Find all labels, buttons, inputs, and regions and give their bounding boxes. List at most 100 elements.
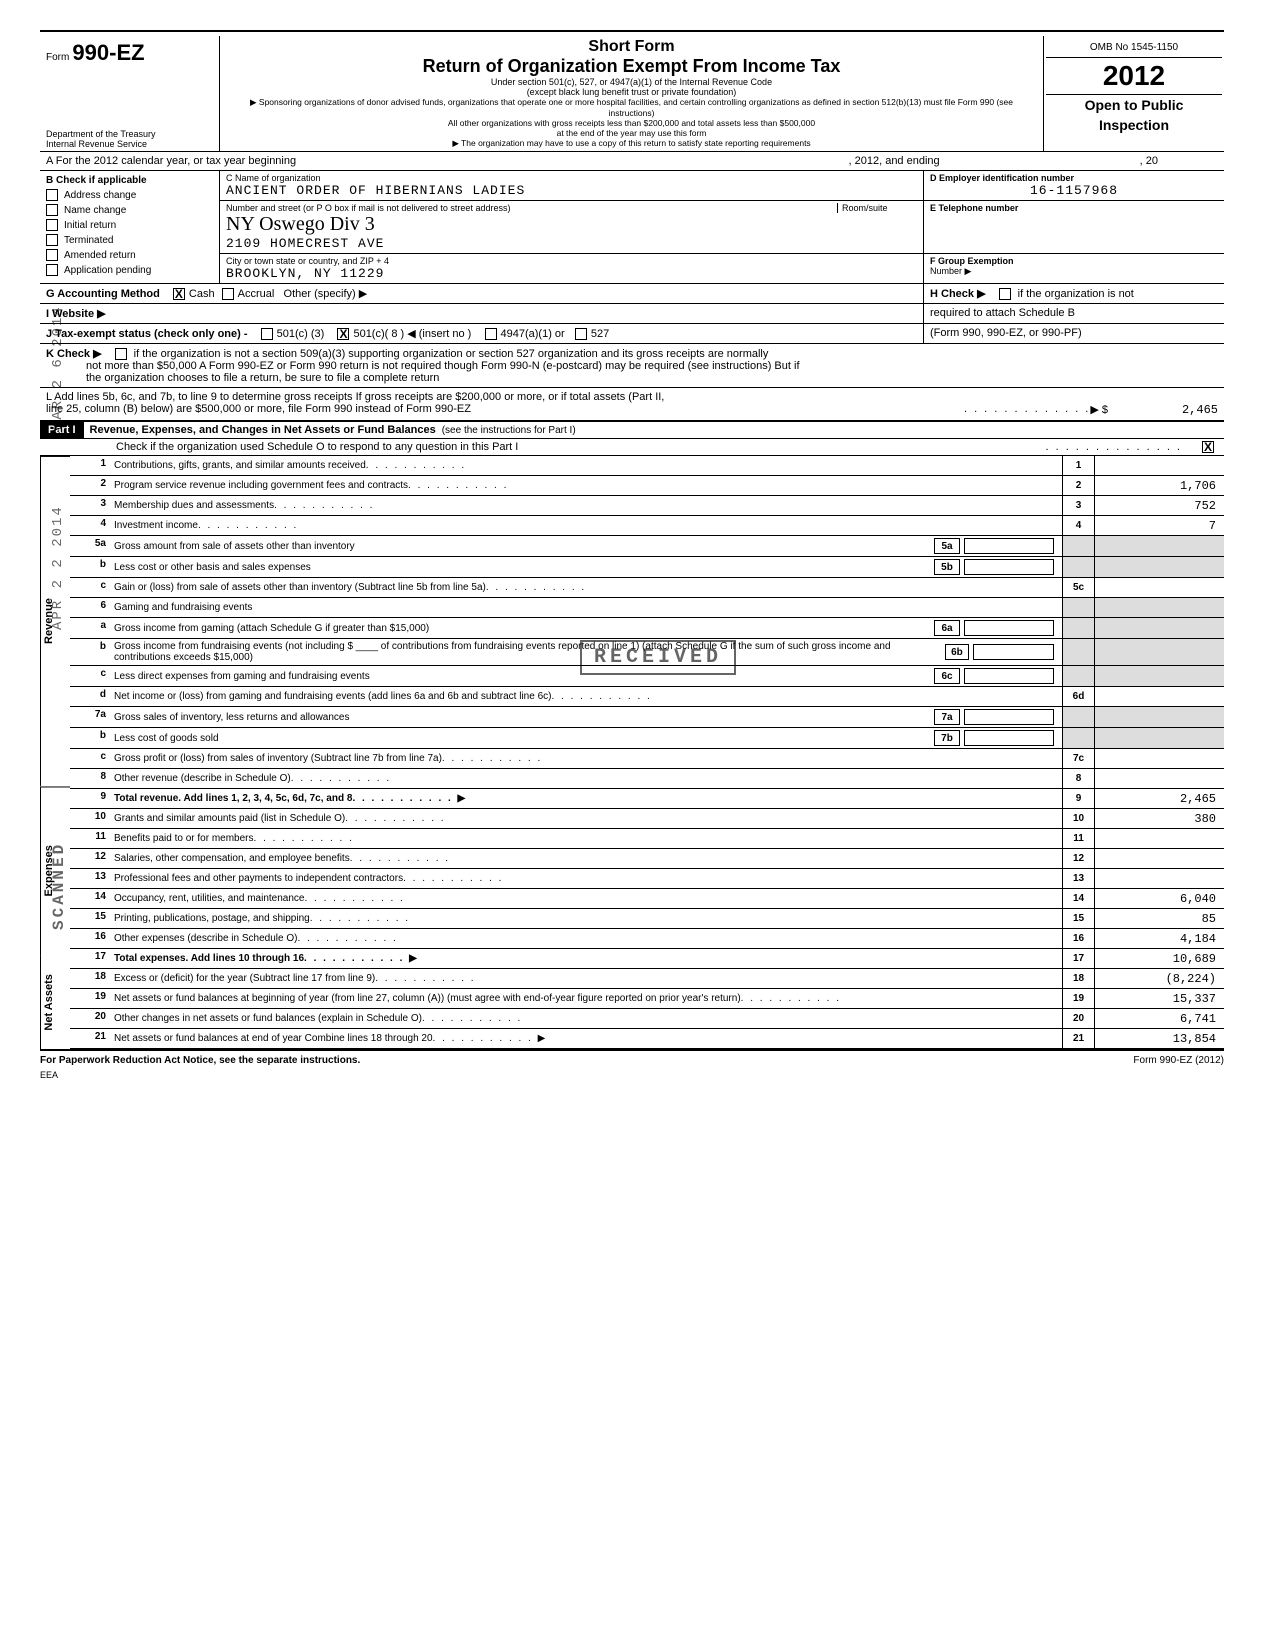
line-number: b — [70, 557, 110, 577]
h-cell: H Check ▶ if the organization is not — [924, 284, 1224, 303]
h-text2: required to attach Schedule B — [924, 304, 1224, 323]
city-value: BROOKLYN, NY 11229 — [226, 266, 917, 281]
line-number: 2 — [70, 476, 110, 495]
line-description: Occupancy, rent, utilities, and maintena… — [110, 889, 1062, 908]
line-amount: 6,040 — [1094, 889, 1224, 908]
line-row: 20Other changes in net assets or fund ba… — [70, 1009, 1224, 1029]
part1-title: Revenue, Expenses, and Changes in Net As… — [84, 422, 442, 438]
line-row: cGain or (loss) from sale of assets othe… — [70, 578, 1224, 598]
schedule-o-row: Check if the organization used Schedule … — [40, 439, 1224, 456]
side-revenue: Revenue — [40, 456, 70, 786]
chk-h[interactable] — [999, 288, 1011, 300]
org-name: ANCIENT ORDER OF HIBERNIANS LADIES — [226, 183, 917, 198]
line-number: a — [70, 618, 110, 638]
line-box-number: 10 — [1062, 809, 1094, 828]
line-amount-shade — [1094, 728, 1224, 748]
row-a-begin: A For the 2012 calendar year, or tax yea… — [46, 155, 296, 167]
line-box-number: 1 — [1062, 456, 1094, 475]
chk-accrual[interactable] — [222, 288, 234, 300]
group-label: F Group Exemption — [930, 256, 1218, 266]
footer-paperwork: For Paperwork Reduction Act Notice, see … — [40, 1055, 1133, 1066]
chk-4947[interactable] — [485, 328, 497, 340]
line-description: Less cost or other basis and sales expen… — [110, 557, 1062, 577]
line-box-number: 6d — [1062, 687, 1094, 706]
line-row: 3Membership dues and assessments . . . .… — [70, 496, 1224, 516]
line-box-number: 4 — [1062, 516, 1094, 535]
footer: For Paperwork Reduction Act Notice, see … — [40, 1051, 1224, 1070]
line-row: 10Grants and similar amounts paid (list … — [70, 809, 1224, 829]
accounting-method: G Accounting Method Cash Accrual Other (… — [40, 284, 924, 303]
chk-527[interactable] — [575, 328, 587, 340]
row-a-tax-year: A For the 2012 calendar year, or tax yea… — [40, 152, 1224, 171]
line-box-number: 19 — [1062, 989, 1094, 1008]
line-amount: 15,337 — [1094, 989, 1224, 1008]
chk-address-change[interactable]: Address change — [46, 189, 213, 201]
line-row: 13Professional fees and other payments t… — [70, 869, 1224, 889]
line-row: 15Printing, publications, postage, and s… — [70, 909, 1224, 929]
chk-501c[interactable] — [337, 328, 349, 340]
chk-501c3[interactable] — [261, 328, 273, 340]
subtitle-except: (except black lung benefit trust or priv… — [228, 87, 1035, 97]
line-description: Membership dues and assessments . . . . … — [110, 496, 1062, 515]
chk-k[interactable] — [115, 348, 127, 360]
line-box-number: 16 — [1062, 929, 1094, 948]
line-amount: 13,854 — [1094, 1029, 1224, 1048]
l-arrow: ▶ $ — [1090, 403, 1108, 417]
line-amount: 7 — [1094, 516, 1224, 535]
chk-initial-return[interactable]: Initial return — [46, 219, 213, 231]
chk-schedule-o[interactable] — [1202, 441, 1214, 453]
line-description: Salaries, other compensation, and employ… — [110, 849, 1062, 868]
dept-block: Department of the Treasury Internal Reve… — [46, 129, 156, 149]
line-description: Less cost of goods sold7b — [110, 728, 1062, 748]
line-amount — [1094, 829, 1224, 848]
line-row: bLess cost of goods sold7b — [70, 728, 1224, 749]
line-box-number: 21 — [1062, 1029, 1094, 1048]
line-description: Grants and similar amounts paid (list in… — [110, 809, 1062, 828]
line-row: 21Net assets or fund balances at end of … — [70, 1029, 1224, 1049]
line-number: 13 — [70, 869, 110, 888]
dept-irs: Internal Revenue Service — [46, 139, 156, 149]
line-number: c — [70, 749, 110, 768]
line-number: c — [70, 578, 110, 597]
row-k: K Check ▶ if the organization is not a s… — [40, 344, 1224, 388]
chk-amended[interactable]: Amended return — [46, 249, 213, 261]
line-row: bLess cost or other basis and sales expe… — [70, 557, 1224, 578]
tax-year: 2012 — [1046, 58, 1222, 95]
line-description: Total revenue. Add lines 1, 2, 3, 4, 5c,… — [110, 789, 1062, 808]
subtitle-code: Under section 501(c), 527, or 4947(a)(1)… — [228, 77, 1035, 87]
line-row: 18Excess or (deficit) for the year (Subt… — [70, 969, 1224, 989]
chk-terminated[interactable]: Terminated — [46, 234, 213, 246]
header-left: Form 990-EZ Department of the Treasury I… — [40, 36, 220, 151]
name-label: C Name of organization — [226, 173, 917, 183]
line-number: 5a — [70, 536, 110, 556]
website-cell: I Website ▶ — [40, 304, 924, 323]
line-row: 9Total revenue. Add lines 1, 2, 3, 4, 5c… — [70, 789, 1224, 809]
line-number: 19 — [70, 989, 110, 1008]
line-number: 7a — [70, 707, 110, 727]
line-box-number: 14 — [1062, 889, 1094, 908]
line-amount-shade — [1094, 639, 1224, 665]
footer-form: Form 990-EZ (2012) — [1133, 1055, 1224, 1066]
chk-cash[interactable] — [173, 288, 185, 300]
side-labels: Revenue Expenses Net Assets — [40, 456, 70, 1049]
g-label: G Accounting Method — [46, 288, 160, 300]
line-box-number: 8 — [1062, 769, 1094, 788]
line-box-number: 12 — [1062, 849, 1094, 868]
chk-app-pending[interactable]: Application pending — [46, 264, 213, 276]
line-description: Other expenses (describe in Schedule O) … — [110, 929, 1062, 948]
k-text1: if the organization is not a section 509… — [134, 348, 769, 360]
part1-label: Part I — [40, 422, 84, 438]
chk-name-change[interactable]: Name change — [46, 204, 213, 216]
top-rule — [40, 30, 1224, 32]
line-description: Gross income from fundraising events (no… — [110, 639, 1062, 665]
addr-line2: 2109 HOMECREST AVE — [226, 236, 917, 251]
line-amount: (8,224) — [1094, 969, 1224, 988]
title-short: Short Form — [228, 38, 1035, 56]
i-label: I Website ▶ — [46, 308, 106, 320]
note-sponsoring: ▶ Sponsoring organizations of donor advi… — [228, 97, 1035, 118]
line-description: Benefits paid to or for members . . . . … — [110, 829, 1062, 848]
col-cde: C Name of organization ANCIENT ORDER OF … — [220, 171, 1224, 283]
line-box-number: 18 — [1062, 969, 1094, 988]
line-description: Program service revenue including govern… — [110, 476, 1062, 495]
line-row: 17Total expenses. Add lines 10 through 1… — [70, 949, 1224, 969]
